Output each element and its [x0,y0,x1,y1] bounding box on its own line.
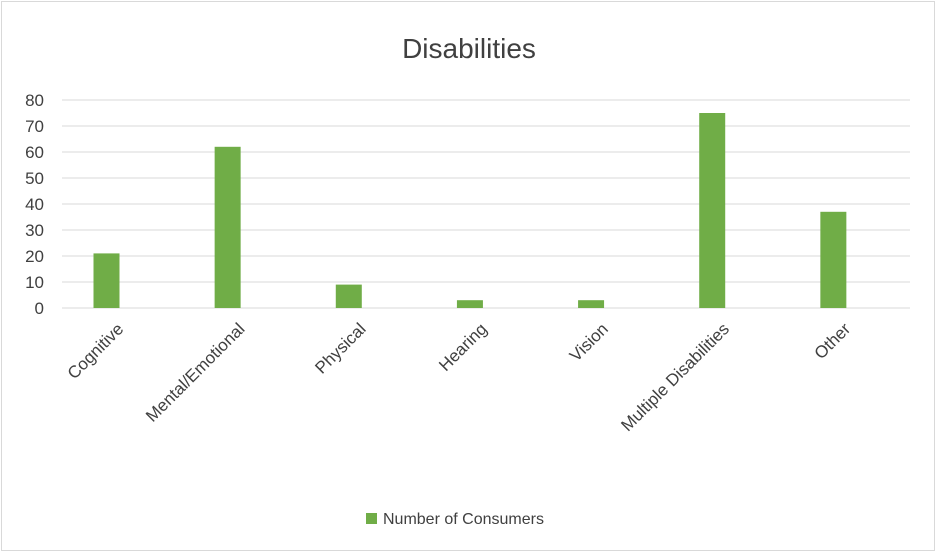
gridlines [62,99,910,309]
y-tick-label: 60 [25,143,44,162]
x-tick-label: Cognitive [64,319,128,383]
chart-title: Disabilities [402,33,536,64]
y-tick-label: 40 [25,195,44,214]
x-tick-label: Physical [311,319,369,377]
x-tick-label: Other [811,319,855,363]
y-tick-label: 10 [25,273,44,292]
legend-label: Number of Consumers [383,511,544,528]
bar [335,284,362,308]
y-tick-label: 80 [25,91,44,110]
x-tick-label: Vision [566,319,612,365]
y-tick-label: 20 [25,247,44,266]
bar [456,300,483,308]
y-tick-label: 50 [25,169,44,188]
legend-swatch [366,513,377,524]
bar [699,113,726,308]
bars [93,113,847,308]
y-axis-ticks: 0 10 20 30 40 50 60 70 80 [25,91,44,318]
y-tick-label: 30 [25,221,44,240]
x-axis-labels: Cognitive Mental/Emotional Physical Hearing… [64,319,855,435]
bar [578,300,605,308]
y-tick-label: 70 [25,117,44,136]
x-tick-label: Multiple Disabilities [617,319,733,435]
legend: Number of Consumers [366,511,544,528]
bar [93,253,120,308]
y-tick-label: 0 [35,299,44,318]
bar [820,211,847,308]
x-tick-label: Hearing [435,319,491,375]
bar [214,146,241,308]
x-tick-label: Mental/Emotional [142,319,248,425]
